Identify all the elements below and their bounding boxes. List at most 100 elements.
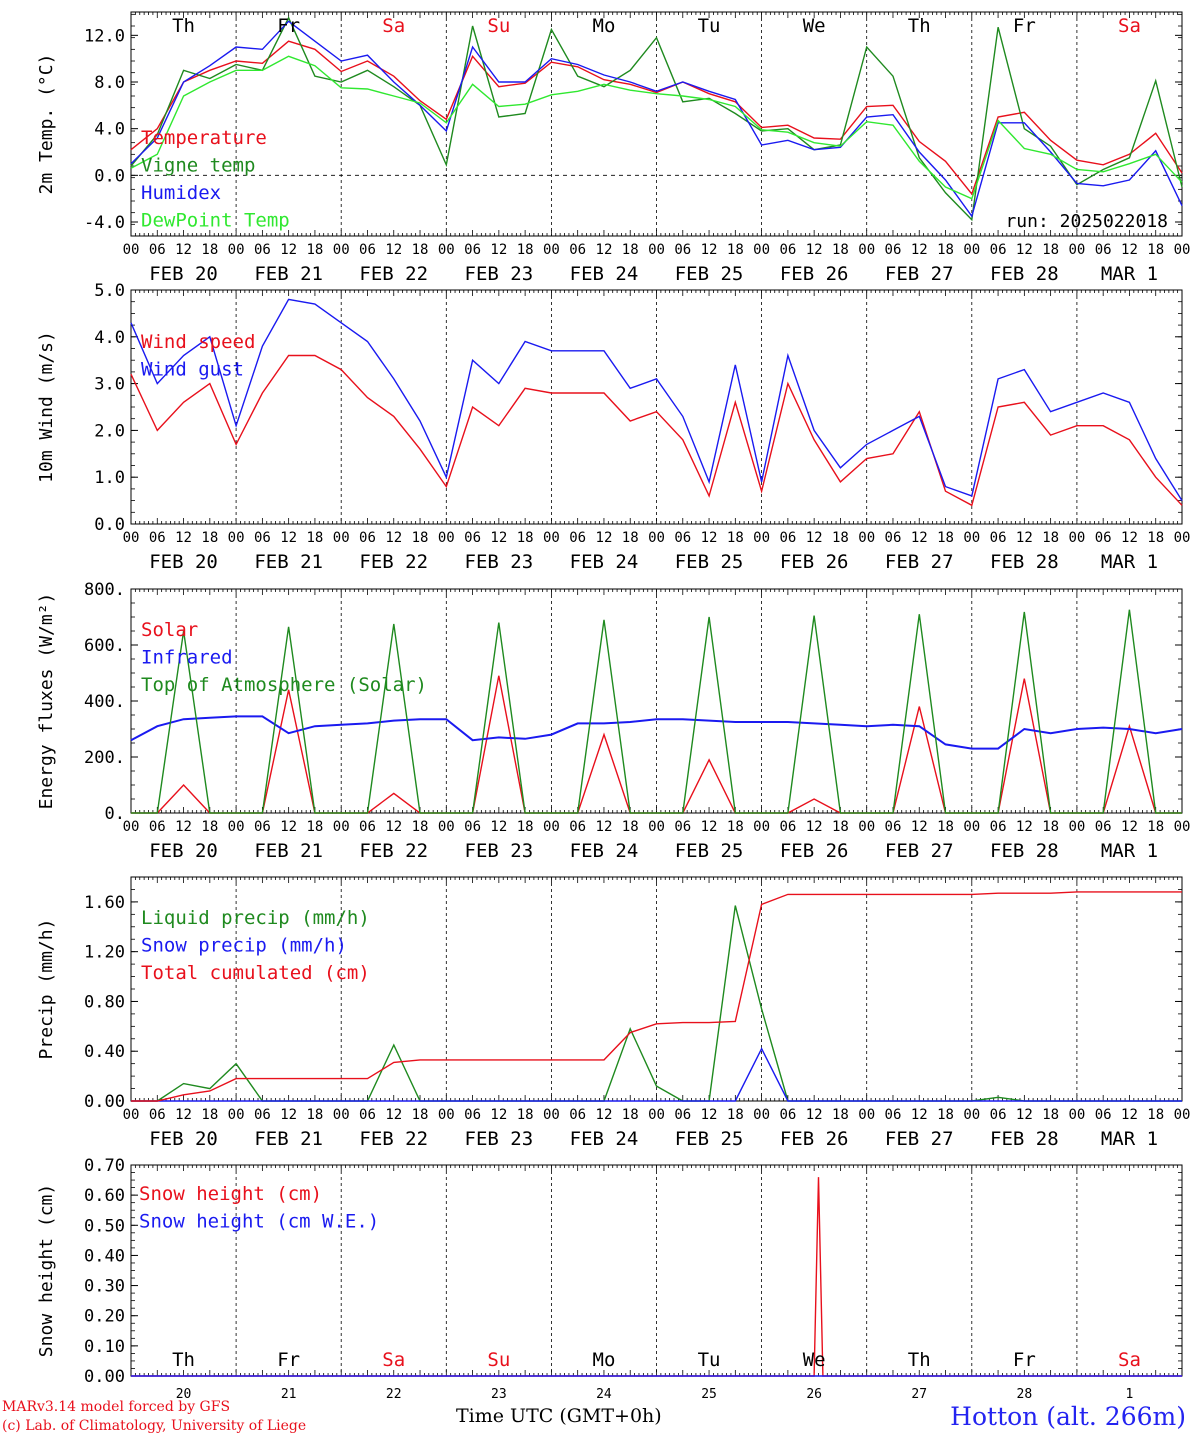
hour-tick-label: 06 (149, 1107, 166, 1123)
hour-tick-label: 18 (306, 819, 323, 835)
day-label: We (803, 1349, 826, 1371)
legend-entry: Top of Atmosphere (Solar) (141, 674, 427, 696)
hour-tick-label: 00 (543, 819, 560, 835)
hour-tick-label: 00 (123, 1107, 140, 1123)
hour-tick-label: 12 (1016, 819, 1033, 835)
hour-tick-label: 12 (490, 242, 507, 258)
hour-tick-label: 12 (490, 819, 507, 835)
legend-entry: Solar (141, 619, 198, 641)
hour-tick-label: 00 (858, 530, 875, 546)
hour-tick-label: 18 (937, 530, 954, 546)
plot-frame (130, 11, 1183, 237)
hour-tick-label: 18 (832, 1107, 849, 1123)
hour-tick-label: 12 (280, 530, 297, 546)
day-label: Sa (1118, 1349, 1141, 1371)
y-tick-label: 0.20 (84, 1307, 125, 1327)
day-number-label: 1 (1126, 1387, 1134, 1402)
date-label: FEB 22 (359, 551, 428, 573)
series-line-top-of-atmosphere-solar- (131, 609, 1182, 814)
hour-tick-label: 18 (727, 530, 744, 546)
hour-tick-label: 00 (438, 530, 455, 546)
hour-tick-label: 00 (858, 1107, 875, 1123)
hour-tick-label: 00 (963, 819, 980, 835)
hour-tick-label: 06 (254, 242, 271, 258)
run-annotation: run: 2025022018 (1005, 211, 1168, 232)
hour-tick-label: 12 (806, 819, 823, 835)
hour-tick-label: 00 (1174, 530, 1191, 546)
series-line-humidex (130, 20, 1183, 218)
date-label: FEB 28 (990, 1128, 1059, 1150)
series-line-wind-speed (130, 354, 1183, 507)
day-label: Su (487, 15, 510, 37)
hour-tick-label: 18 (727, 1107, 744, 1123)
legend-entry: Snow precip (mm/h) (141, 935, 347, 957)
day-number-label: 28 (1017, 1387, 1033, 1402)
y-tick-label: 0.0 (94, 515, 125, 535)
hour-tick-label: 00 (228, 530, 245, 546)
date-label: FEB 27 (885, 551, 954, 573)
y-tick-label: 1.60 (84, 893, 125, 913)
hour-tick-label: 06 (464, 242, 481, 258)
date-label: FEB 20 (149, 263, 218, 285)
series-line-dewpoint-temp (130, 55, 1183, 200)
hour-tick-label: 12 (1016, 530, 1033, 546)
y-tick-label: 4.0 (94, 120, 125, 140)
hour-tick-label: 12 (596, 530, 613, 546)
hour-tick-label: 18 (201, 1107, 218, 1123)
hour-tick-label: 06 (359, 530, 376, 546)
hour-tick-label: 06 (569, 242, 586, 258)
hour-tick-label: 18 (832, 530, 849, 546)
y-tick-label: 0. (105, 804, 125, 824)
legend-entry: Wind gust (141, 359, 244, 381)
hour-tick-label: 06 (149, 530, 166, 546)
day-number-label: 22 (386, 1387, 402, 1402)
hour-tick-label: 00 (228, 1107, 245, 1123)
legend-entry: Temperature (141, 127, 267, 149)
y-tick-label: 800. (84, 580, 125, 600)
y-tick-label: 0.60 (84, 1186, 125, 1206)
hour-tick-label: 06 (779, 530, 796, 546)
hour-tick-label: 06 (885, 1107, 902, 1123)
date-label: FEB 26 (780, 263, 849, 285)
hour-tick-label: 06 (1095, 1107, 1112, 1123)
hour-tick-label: 06 (674, 1107, 691, 1123)
hour-tick-label: 18 (1147, 1107, 1164, 1123)
hour-tick-label: 06 (359, 1107, 376, 1123)
hour-tick-label: 06 (779, 819, 796, 835)
date-label: FEB 26 (780, 1128, 849, 1150)
date-label: FEB 24 (570, 263, 639, 285)
date-label: FEB 24 (570, 840, 639, 862)
hour-tick-label: 18 (201, 530, 218, 546)
hour-tick-label: 12 (911, 530, 928, 546)
hour-tick-label: 06 (254, 819, 271, 835)
hour-tick-label: 06 (149, 819, 166, 835)
hour-tick-label: 18 (1147, 242, 1164, 258)
day-label: Tu (698, 1349, 721, 1371)
hour-tick-label: 00 (1174, 242, 1191, 258)
hour-tick-label: 18 (306, 242, 323, 258)
hour-tick-label: 06 (464, 819, 481, 835)
date-label: FEB 24 (570, 1128, 639, 1150)
y-axis-label: 10m Wind (m/s) (36, 331, 57, 483)
panel-snow: 0.00 0.10 0.20 0.30 0.40 0.50 0.60 0.70 Snow hei… (36, 1156, 1183, 1402)
hour-tick-label: 00 (648, 242, 665, 258)
series-line-wind-gust (130, 298, 1183, 501)
day-number-label: 20 (176, 1387, 192, 1402)
series-line-total-cumulated-cm- (131, 891, 1182, 1102)
day-label: Sa (382, 15, 405, 37)
hour-tick-label: 18 (937, 819, 954, 835)
date-label: FEB 22 (359, 840, 428, 862)
hour-tick-label: 06 (1095, 530, 1112, 546)
day-label: Th (908, 15, 931, 37)
hour-tick-label: 18 (1042, 1107, 1059, 1123)
hour-tick-label: 18 (1042, 530, 1059, 546)
legend-entry: DewPoint Temp (141, 210, 290, 232)
hour-tick-label: 18 (1147, 819, 1164, 835)
date-label: MAR 1 (1101, 551, 1158, 573)
hour-tick-label: 18 (1042, 819, 1059, 835)
hour-tick-label: 06 (779, 1107, 796, 1123)
hour-tick-label: 18 (412, 242, 429, 258)
hour-tick-label: 06 (254, 530, 271, 546)
panel-wind: 0.0 1.0 2.0 3.0 4.0 5.0 10m Wind (m/s) Wind spe… (36, 281, 1190, 573)
date-label: FEB 27 (885, 840, 954, 862)
